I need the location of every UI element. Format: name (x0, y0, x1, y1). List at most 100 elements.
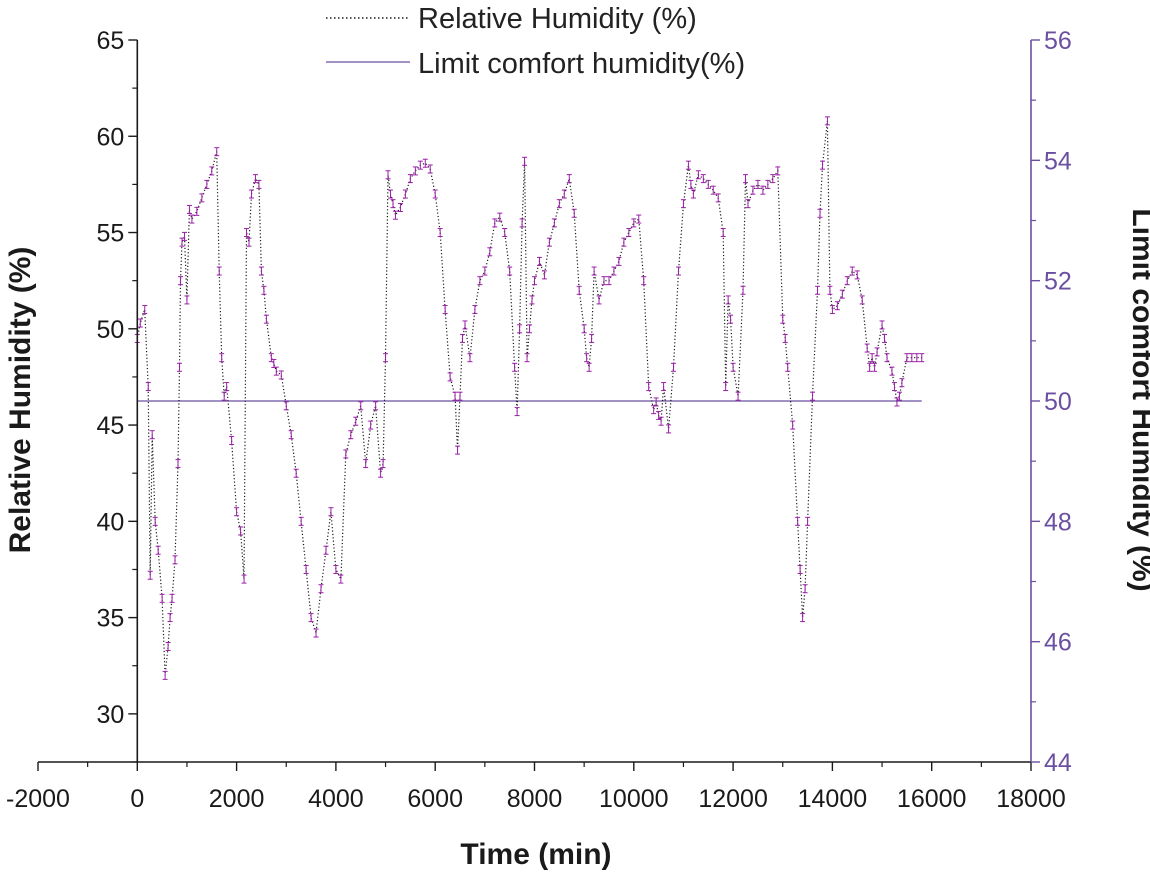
data-point (750, 185, 756, 195)
data-point (760, 185, 766, 195)
data-point (155, 545, 161, 555)
data-point (546, 237, 552, 247)
data-point (606, 276, 612, 286)
data-point (817, 208, 823, 218)
data-point (147, 570, 153, 580)
data-point (685, 160, 691, 170)
data-point (675, 266, 681, 276)
data-point (666, 424, 672, 434)
data-point (199, 193, 205, 203)
data-point (661, 382, 667, 392)
data-point (238, 526, 244, 536)
data-point (175, 459, 181, 469)
y-tick-label-right: 46 (1044, 629, 1072, 657)
data-point (715, 193, 721, 203)
data-point (859, 295, 865, 305)
y-tick-label-right: 48 (1044, 508, 1072, 536)
series-line-relative-humidity (136, 120, 922, 676)
data-point (646, 382, 652, 392)
data-point (149, 430, 155, 440)
data-point (839, 289, 845, 299)
data-point (303, 564, 309, 574)
data-point (452, 391, 458, 401)
data-point (815, 285, 821, 295)
data-point (447, 372, 453, 382)
x-tick-label: 2000 (209, 785, 265, 813)
data-point (402, 189, 408, 199)
data-point (288, 430, 294, 440)
data-point (204, 179, 210, 189)
data-point (437, 228, 443, 238)
data-point (383, 353, 389, 363)
data-point (467, 353, 473, 363)
data-point (805, 516, 811, 526)
data-point (422, 158, 428, 168)
data-point (194, 206, 200, 216)
data-point (261, 285, 267, 295)
data-point (263, 314, 269, 324)
data-point (442, 305, 448, 315)
data-point (241, 574, 247, 584)
y-tick-label-left: 50 (96, 316, 124, 344)
y-axis-title-right: Limit comfort Humidity (%) (1126, 208, 1150, 591)
data-point (867, 362, 873, 372)
data-point (189, 214, 195, 224)
data-point (455, 445, 461, 455)
data-point (556, 199, 562, 209)
data-point (273, 366, 279, 376)
data-point (688, 179, 694, 189)
data-point (819, 160, 825, 170)
data-point (522, 156, 528, 166)
data-point (896, 391, 902, 401)
data-point (519, 218, 525, 228)
data-point (914, 353, 920, 363)
data-point (214, 147, 220, 157)
data-point (368, 420, 374, 430)
data-point (246, 237, 252, 247)
x-tick-label: 6000 (407, 785, 463, 813)
data-point (181, 231, 187, 241)
data-point (378, 468, 384, 478)
data-point (743, 174, 749, 184)
x-tick-label: 0 (130, 785, 144, 813)
data-point (271, 358, 277, 368)
data-point (388, 189, 394, 199)
data-point (457, 391, 463, 401)
x-tick-label: -2000 (6, 785, 70, 813)
data-point (658, 416, 664, 426)
y-tick-label-right: 54 (1044, 147, 1072, 175)
data-point (283, 401, 289, 411)
data-point (894, 397, 900, 407)
x-tick-label: 18000 (996, 785, 1066, 813)
data-point (797, 564, 803, 574)
data-point (512, 362, 518, 372)
data-point (224, 382, 230, 392)
data-point (482, 266, 488, 276)
data-point (879, 320, 885, 330)
data-point (527, 324, 533, 334)
x-axis-title: Time (min) (460, 838, 611, 871)
x-tick-label: 4000 (308, 785, 364, 813)
data-point (919, 353, 925, 363)
data-point (765, 179, 771, 189)
y-tick-label-left: 40 (96, 508, 124, 536)
data-point (636, 214, 642, 224)
data-point (186, 204, 192, 214)
y-tick-label-left: 30 (96, 701, 124, 729)
data-point (591, 266, 597, 276)
data-point (137, 318, 143, 328)
data-point (318, 584, 324, 594)
data-point (472, 305, 478, 315)
data-point (252, 174, 258, 184)
data-point (167, 613, 173, 623)
data-point (219, 353, 225, 363)
data-point (705, 179, 711, 189)
data-point (145, 382, 151, 392)
data-point (755, 179, 761, 189)
data-point (874, 347, 880, 357)
data-point (641, 276, 647, 286)
data-point (258, 266, 264, 276)
data-point (551, 218, 557, 228)
data-point (165, 641, 171, 651)
data-point (909, 353, 915, 363)
